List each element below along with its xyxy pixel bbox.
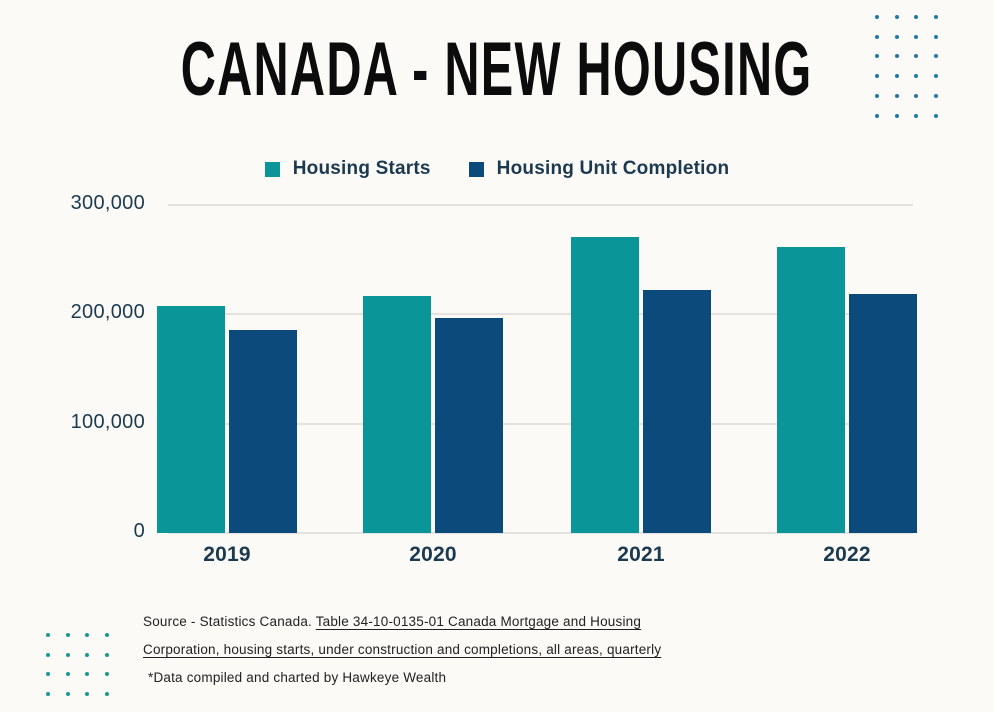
source-line-1: Source - Statistics Canada. Table 34-10-…	[143, 608, 661, 636]
decor-dot	[894, 113, 899, 118]
y-tick-label-200000: 200,000	[70, 301, 145, 324]
x-label-2022: 2022	[823, 543, 871, 566]
bar-housing-unit-completion-2019	[229, 329, 297, 533]
legend-swatch-housing-unit-completion	[468, 161, 484, 177]
decor-dots-top-right	[875, 15, 954, 133]
y-tick-label-300000: 300,000	[70, 192, 145, 214]
gridline-0	[168, 532, 913, 534]
legend-label-housing-starts: Housing Starts	[292, 158, 431, 179]
decor-dot	[85, 692, 90, 697]
title-wrap: CANADA - NEW HOUSING	[0, 27, 994, 112]
decor-dot	[875, 34, 879, 39]
decor-dot	[875, 93, 879, 98]
bar-housing-starts-2019	[157, 305, 225, 533]
legend-item-housing-unit-completion: Housing Unit Completion	[468, 158, 730, 180]
bar-housing-unit-completion-2022	[849, 293, 917, 533]
decor-dot	[65, 672, 70, 677]
decor-dot	[934, 93, 939, 98]
x-label-2020: 2020	[409, 543, 457, 566]
page-title: CANADA - NEW HOUSING	[181, 27, 813, 112]
decor-dot	[85, 652, 90, 657]
decor-dot	[934, 113, 939, 118]
decor-dot	[65, 633, 70, 637]
decor-dots-bottom-left	[46, 633, 125, 712]
bar-housing-unit-completion-2021	[643, 290, 711, 533]
source-citation-link[interactable]: Table 34-10-0135-01 Canada Mortgage and …	[315, 614, 642, 629]
decor-dot	[46, 672, 50, 677]
legend-label-housing-unit-completion: Housing Unit Completion	[496, 158, 730, 179]
decor-dot	[894, 15, 899, 19]
bar-housing-unit-completion-2020	[435, 317, 503, 533]
x-label-2019: 2019	[203, 543, 251, 566]
decor-dot	[105, 692, 110, 697]
decor-dot	[894, 74, 899, 79]
decor-dot	[914, 93, 919, 98]
decor-dot	[875, 15, 879, 19]
decor-dot	[875, 74, 879, 79]
decor-dot	[46, 652, 50, 657]
decor-dot	[894, 93, 899, 98]
source-block: Source - Statistics Canada. Table 34-10-…	[143, 608, 661, 692]
y-tick-label-100000: 100,000	[70, 410, 145, 433]
decor-dot	[914, 15, 919, 19]
decor-dot	[65, 692, 70, 697]
decor-dot	[85, 633, 90, 637]
legend-swatch-housing-starts	[264, 161, 280, 177]
bar-housing-starts-2022	[777, 246, 845, 533]
decor-dot	[894, 34, 899, 39]
legend-item-housing-starts: Housing Starts	[264, 158, 431, 180]
bar-housing-starts-2021	[571, 236, 639, 533]
gridline-300000	[168, 204, 913, 206]
decor-dot	[105, 652, 110, 657]
decor-dot	[875, 113, 879, 118]
source-text: Source - Statistics Canada.	[143, 614, 316, 629]
decor-dot	[934, 34, 939, 39]
bar-housing-starts-2020	[363, 295, 431, 533]
y-tick-label-0: 0	[133, 520, 145, 542]
decor-dot	[914, 113, 919, 118]
x-label-2021: 2021	[617, 543, 665, 566]
source-footnote-text: *Data compiled and charted by Hawkeye We…	[148, 670, 447, 685]
decor-dot	[914, 34, 919, 39]
source-citation-link-continued[interactable]: Corporation, housing starts, under const…	[143, 642, 662, 657]
chart-legend: Housing Starts Housing Unit Completion	[0, 158, 994, 180]
decor-dot	[934, 15, 939, 19]
gridline-100000	[168, 422, 913, 425]
decor-dot	[934, 54, 939, 59]
decor-dot	[46, 633, 50, 637]
decor-dot	[914, 54, 919, 59]
decor-dot	[875, 54, 879, 59]
decor-dot	[46, 692, 50, 697]
source-line-3: *Data compiled and charted by Hawkeye We…	[143, 664, 661, 692]
decor-dot	[934, 74, 939, 79]
decor-dot	[85, 672, 90, 677]
decor-dot	[65, 652, 70, 657]
source-line-2: Corporation, housing starts, under const…	[143, 636, 661, 664]
decor-dot	[105, 672, 110, 677]
gridline-200000	[168, 313, 913, 316]
decor-dot	[894, 54, 899, 59]
decor-dot	[914, 74, 919, 79]
decor-dot	[105, 633, 110, 637]
